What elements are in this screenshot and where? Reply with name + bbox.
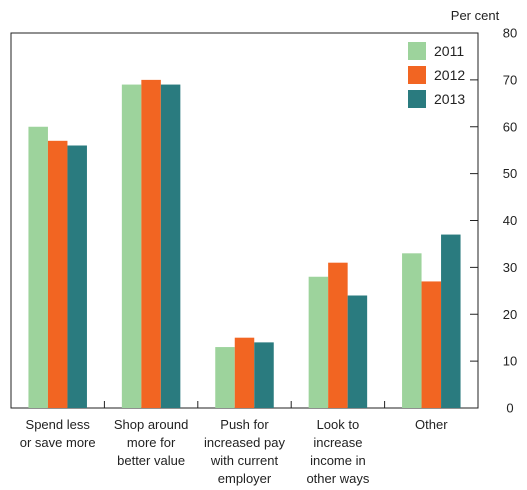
x-category-label: employer	[218, 471, 272, 486]
y-axis-unit-label: Per cent	[451, 8, 500, 23]
bar-2012-4	[421, 281, 442, 408]
bar-2013-3	[347, 295, 368, 408]
bar-2013-2	[254, 342, 274, 408]
x-category-label: Other	[415, 417, 448, 432]
y-tick-label: 40	[503, 213, 517, 228]
legend-swatch-2012	[408, 66, 426, 84]
bar-2011-4	[402, 253, 422, 408]
legend-swatch-2013	[408, 90, 426, 108]
y-tick-label: 60	[503, 119, 517, 134]
x-category-label: income in	[310, 453, 366, 468]
bar-2011-2	[215, 347, 235, 408]
x-category-label: better value	[117, 453, 185, 468]
legend-swatch-2011	[408, 42, 426, 60]
y-tick-label: 30	[503, 260, 517, 275]
y-tick-label: 10	[503, 354, 517, 369]
x-category-label: Look to	[317, 417, 360, 432]
legend-label-2012: 2012	[434, 67, 465, 83]
legend-label-2011: 2011	[434, 43, 464, 59]
y-tick-label: 70	[503, 72, 517, 87]
x-category-label: Spend less	[26, 417, 91, 432]
x-category-label: more for	[127, 435, 176, 450]
bar-2012-0	[47, 140, 68, 408]
x-category-label: Shop around	[114, 417, 188, 432]
x-category-label: or save more	[20, 435, 96, 450]
x-category-label: increased pay	[204, 435, 285, 450]
bar-2011-0	[28, 126, 48, 408]
y-tick-label: 20	[503, 307, 517, 322]
x-category-label: other ways	[306, 471, 369, 486]
y-tick-label: 50	[503, 166, 517, 181]
x-category-label: with current	[210, 453, 279, 468]
bar-2011-3	[308, 276, 329, 408]
bar-2012-3	[328, 262, 348, 408]
y-tick-label: 80	[503, 26, 517, 41]
bar-2012-1	[141, 79, 161, 408]
bar-2012-2	[234, 337, 255, 408]
bar-2011-1	[121, 84, 142, 408]
legend-label-2013: 2013	[434, 91, 465, 107]
bar-2013-0	[67, 145, 87, 408]
x-category-label: increase	[313, 435, 362, 450]
y-tick-label: 0	[506, 401, 513, 416]
bar-2013-4	[441, 234, 461, 408]
bar-2013-1	[160, 84, 181, 408]
x-category-label: Push for	[220, 417, 269, 432]
